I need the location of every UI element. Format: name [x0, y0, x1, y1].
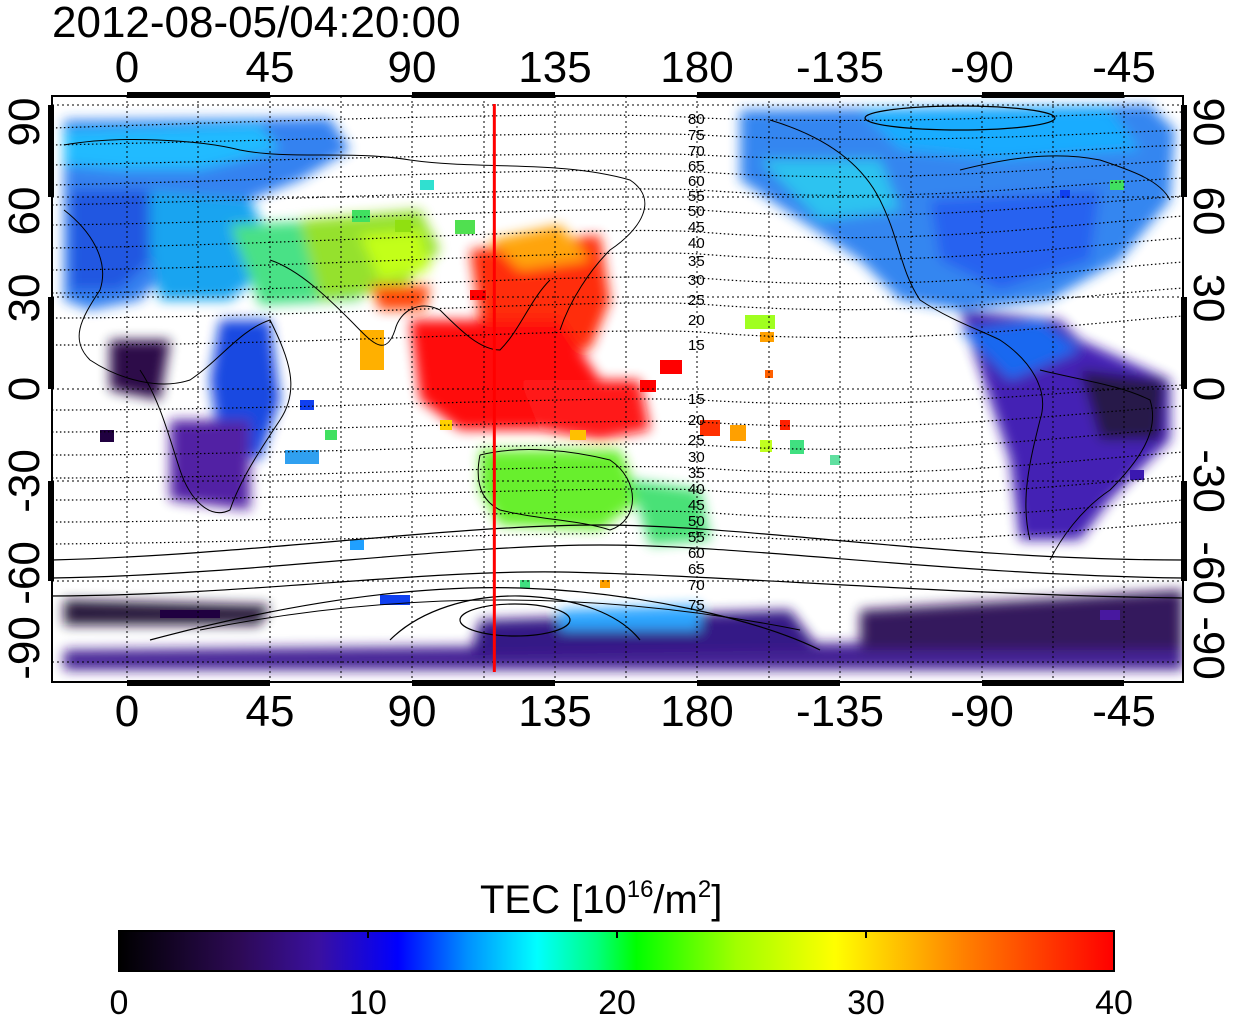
contour-label: 15: [688, 337, 705, 354]
colorbar-title-text: TEC [10: [480, 878, 627, 922]
lon-top-label: -45: [1092, 43, 1156, 92]
contour-label: 55: [688, 529, 705, 546]
contour-label: 65: [688, 158, 705, 175]
lon-bottom-label: 45: [245, 687, 295, 736]
lon-bottom-label: 90: [387, 687, 437, 736]
colorbar-tick: [865, 930, 867, 938]
lon-bottom-label: -90: [950, 687, 1014, 736]
contour-label: 30: [688, 449, 705, 466]
colorbar-title-exp: 16: [626, 876, 654, 903]
contour-label: 20: [688, 312, 705, 329]
colorbar-label: 40: [1095, 984, 1133, 1022]
contour-label: 30: [688, 272, 705, 289]
lon-bottom-label: -135: [795, 687, 885, 736]
coastlines: [63, 119, 1171, 631]
tec-map: 80 75 70 65 60 55 50 45 40 35 30 25 20 1…: [48, 92, 1187, 686]
frame-ticks: [48, 92, 1187, 686]
contour-label: 35: [688, 253, 705, 270]
lon-bottom-label: 180: [660, 687, 734, 736]
lon-top-label: 90: [387, 43, 437, 92]
contour-label: 60: [688, 545, 705, 562]
colorbar-title-unit: /m: [653, 878, 698, 922]
lon-top-label: 0: [114, 43, 140, 92]
contour-labels: 80 75 70 65 60 55 50 45 40 35 30 25 20 1…: [688, 111, 705, 614]
map-grid: [52, 96, 1183, 682]
contour-label: 70: [688, 143, 705, 160]
contour-label: 40: [688, 481, 705, 498]
lon-top-label: -90: [950, 43, 1014, 92]
colorbar-label: 20: [598, 984, 636, 1022]
colorbar-label: 30: [847, 984, 885, 1022]
colorbar-title-close: ]: [711, 878, 723, 922]
contour-label: 20: [688, 412, 705, 429]
contour-label: 40: [688, 235, 705, 252]
lon-bottom-label: 135: [518, 687, 592, 736]
contour-label: 65: [688, 561, 705, 578]
colorbar-tick: [367, 930, 369, 938]
lon-top-label: 135: [518, 43, 592, 92]
colorbar-title-exp2: 2: [697, 876, 712, 903]
contour-label: 15: [688, 391, 705, 408]
lon-top-label: 45: [245, 43, 295, 92]
timestamp-title: 2012-08-05/04:20:00: [52, 0, 461, 47]
scattered-tec-cells: [100, 180, 1144, 620]
colorbar-label: 0: [109, 984, 129, 1022]
contour-label: 45: [688, 219, 705, 236]
lon-top-label: -135: [795, 43, 885, 92]
contour-label: 70: [688, 577, 705, 594]
tec-data-layer: [52, 96, 1183, 682]
magnetic-contours: [52, 111, 1183, 545]
contour-label: 55: [688, 188, 705, 205]
lon-bottom-label: 0: [114, 687, 140, 736]
contour-label: 45: [688, 497, 705, 514]
contour-label: 75: [688, 597, 705, 614]
contour-label: 35: [688, 465, 705, 482]
contour-label: 50: [688, 513, 705, 530]
contour-label: 80: [688, 111, 705, 128]
contour-label: 25: [688, 292, 705, 309]
lon-bottom-label: -45: [1092, 687, 1156, 736]
lon-top-label: 180: [660, 43, 734, 92]
contour-label: 75: [688, 127, 705, 144]
magnetic-contours-solid: [52, 105, 1183, 651]
colorbar-label: 10: [349, 984, 387, 1022]
contour-label: 25: [688, 432, 705, 449]
contour-label: 50: [688, 203, 705, 220]
contour-label: 60: [688, 173, 705, 190]
colorbar-title: TEC [1016/m2]: [480, 868, 722, 922]
colorbar-tick: [616, 930, 618, 938]
